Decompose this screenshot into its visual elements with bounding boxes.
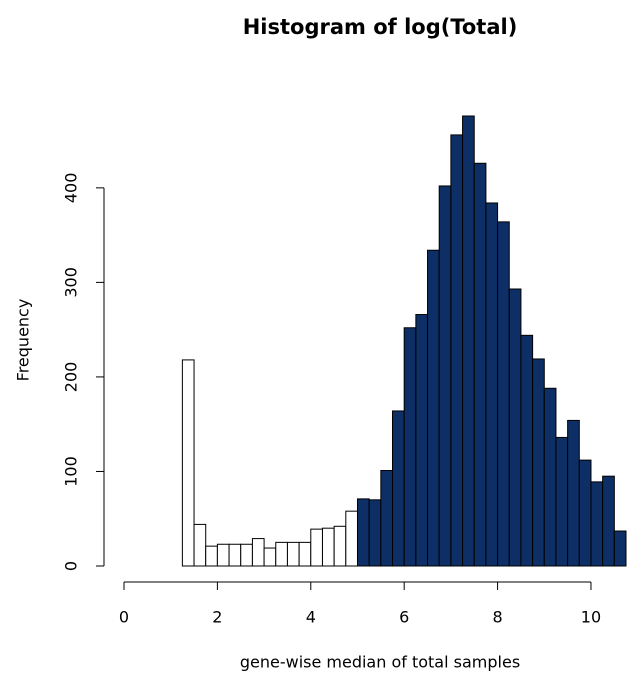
bar — [450, 134, 464, 567]
x-tick-label: 10 — [581, 608, 601, 627]
bar — [590, 481, 604, 567]
bar — [485, 202, 499, 567]
bar — [240, 543, 253, 567]
bar — [356, 498, 370, 567]
bar — [181, 359, 195, 567]
x-tick-label: 0 — [119, 608, 129, 627]
x-tick-label: 2 — [212, 608, 222, 627]
chart-title: Histogram of log(Total) — [243, 15, 518, 39]
bar — [462, 115, 475, 567]
y-tick-label: 0 — [62, 561, 81, 571]
bar — [193, 523, 207, 567]
bar — [508, 288, 522, 567]
bar — [613, 530, 627, 567]
bar — [263, 547, 277, 567]
bar — [532, 358, 545, 567]
x-tick-label: 4 — [306, 608, 316, 627]
bar — [578, 459, 592, 567]
y-tick-label: 200 — [62, 362, 81, 393]
bar — [392, 410, 405, 567]
bar — [438, 185, 452, 567]
bar — [251, 538, 265, 567]
bar — [275, 541, 288, 567]
bar — [205, 545, 218, 567]
bar — [298, 541, 312, 567]
bar — [567, 419, 580, 567]
bar — [345, 510, 358, 567]
bar — [321, 527, 335, 567]
bar — [380, 470, 394, 567]
bar — [216, 543, 230, 567]
bar — [520, 334, 534, 567]
bar — [602, 475, 615, 567]
x-tick-label: 6 — [399, 608, 409, 627]
bar — [333, 525, 347, 567]
bar — [286, 541, 300, 567]
bar — [310, 528, 323, 567]
x-tick-label: 8 — [492, 608, 502, 627]
bar — [415, 314, 429, 567]
bar — [427, 249, 440, 567]
bar — [497, 221, 510, 567]
bar — [228, 543, 242, 567]
y-tick-label: 400 — [62, 173, 81, 204]
y-tick-label: 100 — [62, 456, 81, 487]
x-axis-label: gene-wise median of total samples — [240, 653, 520, 672]
bar — [555, 436, 569, 567]
y-tick-label: 300 — [62, 267, 81, 298]
bar — [368, 499, 382, 567]
bar — [403, 327, 417, 567]
y-axis-label: Frequency — [14, 299, 33, 382]
bar — [543, 387, 557, 567]
bar — [473, 162, 487, 567]
